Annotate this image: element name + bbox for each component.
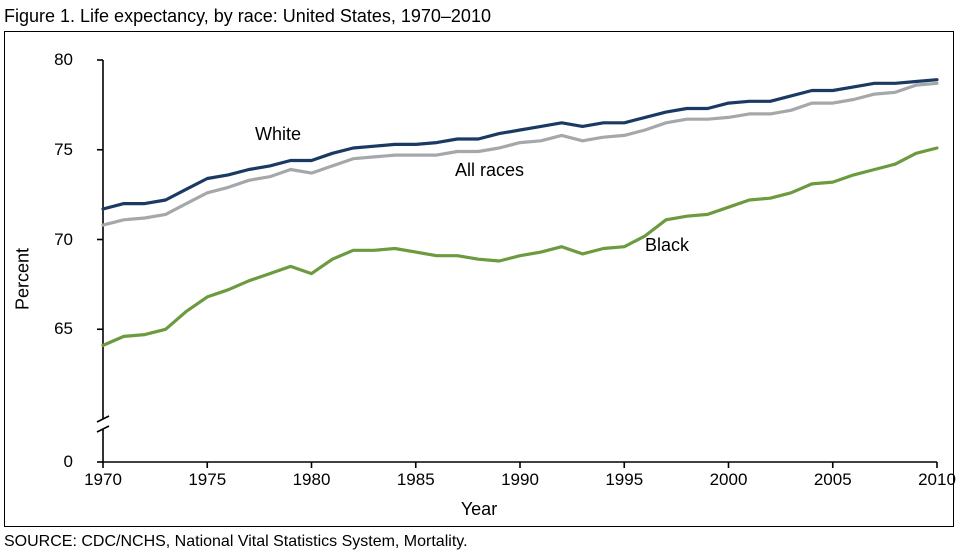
y-tick-label: 75 — [54, 140, 73, 160]
chart-container: Percent Year 1970 1975 1980 1985 1990 1995 200… — [4, 31, 954, 527]
x-tick-label: 2000 — [710, 470, 748, 490]
y-tick-label: 80 — [54, 50, 73, 70]
y-tick-label: 65 — [54, 319, 73, 339]
chart-svg — [5, 32, 955, 528]
x-tick-label: 1970 — [84, 470, 122, 490]
x-axis-label: Year — [461, 499, 497, 520]
series-label-all-races: All races — [455, 160, 524, 181]
y-tick-label: 0 — [64, 452, 73, 472]
x-tick-label: 1975 — [188, 470, 226, 490]
x-tick-label: 1995 — [605, 470, 643, 490]
series-label-black: Black — [645, 235, 689, 256]
x-tick-label: 2010 — [918, 470, 956, 490]
x-tick-label: 1985 — [397, 470, 435, 490]
y-axis-label: Percent — [13, 248, 34, 310]
x-tick-label: 1980 — [293, 470, 331, 490]
figure-title: Figure 1. Life expectancy, by race: Unit… — [0, 0, 960, 31]
x-tick-label: 1990 — [501, 470, 539, 490]
series-line-all-races — [103, 83, 937, 225]
series-label-white: White — [255, 124, 301, 145]
x-tick-label: 2005 — [814, 470, 852, 490]
y-tick-label: 70 — [54, 230, 73, 250]
series-line-white — [103, 80, 937, 209]
source-text: SOURCE: CDC/NCHS, National Vital Statist… — [0, 527, 960, 551]
